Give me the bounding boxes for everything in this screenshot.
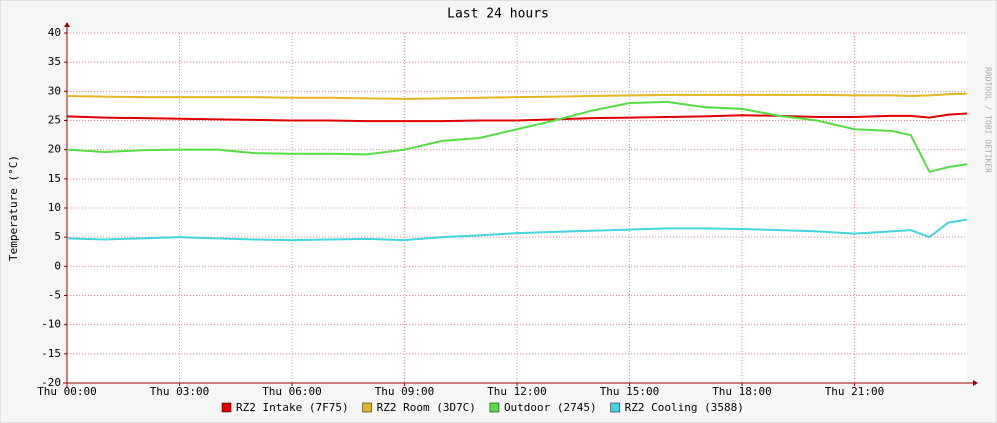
series-line [66,218,968,242]
y-tick-label: -20 [41,376,61,389]
legend-label: RZ2 Intake (7F75) [236,401,349,414]
watermark: RRDTOOL / TOBI OETIKER [984,67,993,173]
y-tick-label: 25 [48,114,61,127]
x-tick-label: Thu 06:00 [262,385,322,398]
y-tick-label: 15 [48,172,61,185]
x-tick-label: Thu 00:00 [37,385,97,398]
legend-swatch [362,402,372,413]
y-axis-label: Temperature (°C) [7,155,20,261]
y-tick-label: 40 [48,26,61,39]
legend-label: RZ2 Room (3D7C) [377,401,476,414]
x-tick-label: Thu 15:00 [600,385,660,398]
y-tick-label: 10 [48,201,61,214]
legend-swatch [221,402,232,413]
legend-swatch [610,402,620,413]
y-tick-label: -15 [41,347,61,360]
x-tick-label: Thu 12:00 [487,385,547,398]
y-tick-label: -5 [48,289,61,302]
y-tick-label: 35 [48,55,61,68]
y-axis-arrow [64,22,70,27]
legend-swatch [489,402,500,413]
series-line [66,100,968,173]
y-tick-label: 5 [54,230,61,243]
series-line [66,92,968,100]
series-line [66,112,968,123]
x-axis-arrow [973,380,978,386]
y-tick-label: 0 [54,259,61,272]
x-tick-label: Thu 21:00 [825,385,885,398]
x-tick-label: Thu 03:00 [150,385,210,398]
legend-label: RZ2 Cooling (3588) [625,401,744,414]
chart-title: Last 24 hours [447,7,549,22]
y-tick-label: -10 [41,318,61,331]
x-tick-label: Thu 09:00 [375,385,435,398]
x-tick-label: Thu 18:00 [712,385,772,398]
y-tick-label: 30 [48,84,61,97]
legend-label: Outdoor (2745) [504,401,597,414]
y-tick-label: 20 [48,143,61,156]
